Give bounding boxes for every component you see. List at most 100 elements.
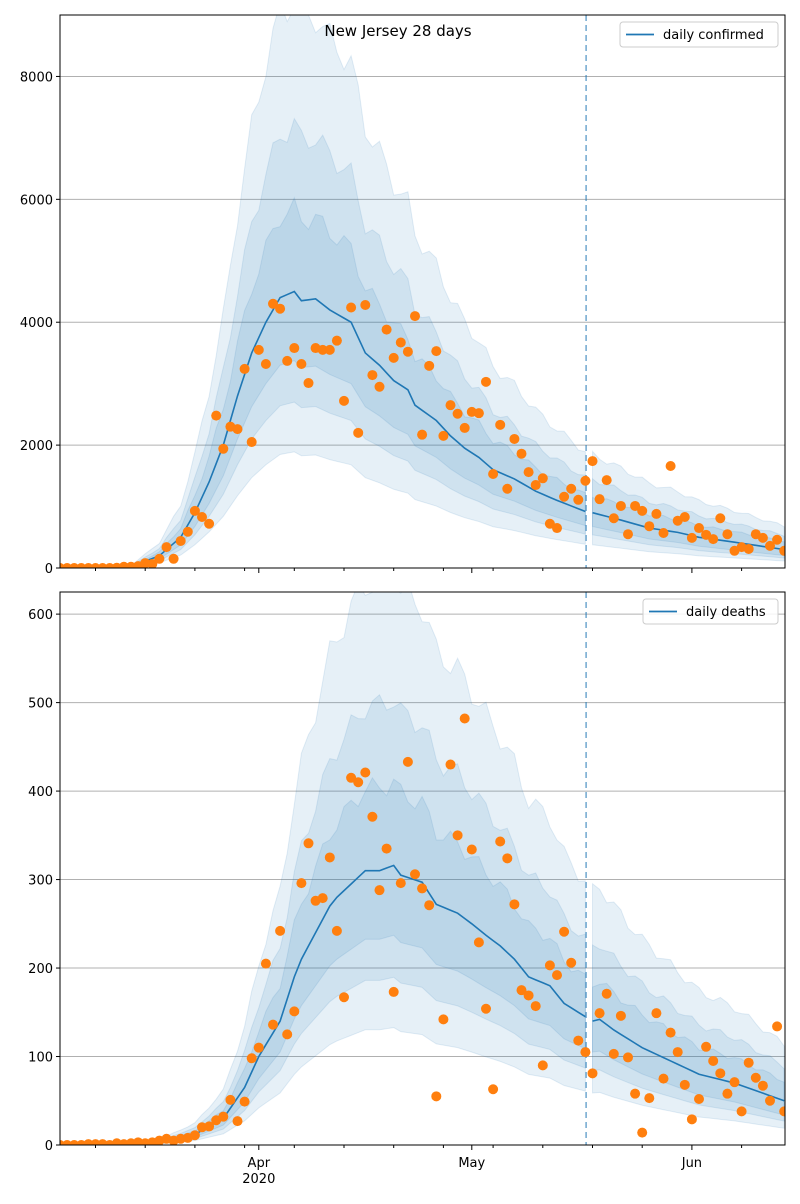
observed-point bbox=[779, 1106, 785, 1117]
observed-point bbox=[346, 302, 357, 313]
x-tick-label: Jun bbox=[681, 1156, 702, 1171]
observed-point bbox=[360, 767, 371, 778]
observed-point bbox=[282, 355, 293, 366]
uncertainty-band bbox=[60, 117, 586, 568]
observed-point bbox=[168, 553, 179, 564]
observed-point bbox=[715, 513, 726, 524]
observed-point bbox=[417, 883, 428, 894]
observed-point bbox=[729, 1077, 740, 1088]
observed-point bbox=[552, 523, 562, 534]
observed-point bbox=[367, 811, 378, 822]
observed-point bbox=[530, 480, 541, 491]
observed-point bbox=[587, 1068, 598, 1079]
observed-point bbox=[289, 343, 300, 354]
legend: daily confirmed bbox=[619, 21, 779, 48]
legend-label: daily confirmed bbox=[663, 28, 764, 43]
observed-point bbox=[651, 1008, 662, 1019]
axes-frame bbox=[59, 14, 786, 569]
observed-point bbox=[395, 337, 406, 348]
observed-point bbox=[708, 534, 719, 545]
observed-point bbox=[757, 532, 768, 543]
observed-point bbox=[772, 1021, 783, 1032]
y-tick-label: 8000 bbox=[20, 70, 53, 85]
observed-point bbox=[296, 359, 307, 370]
observed-point bbox=[275, 303, 286, 314]
observed-point bbox=[466, 844, 477, 855]
observed-point bbox=[317, 344, 328, 355]
uncertainty-band bbox=[592, 882, 785, 1129]
legend-box bbox=[642, 598, 779, 625]
observed-point bbox=[765, 1095, 775, 1106]
observed-point bbox=[431, 346, 442, 357]
observed-point bbox=[516, 448, 527, 459]
observed-point bbox=[559, 491, 570, 502]
observed-point bbox=[488, 1084, 499, 1095]
observed-point bbox=[147, 559, 158, 568]
observed-point bbox=[452, 408, 463, 419]
observed-point bbox=[339, 992, 349, 1003]
observed-point bbox=[473, 937, 484, 948]
observed-point bbox=[594, 494, 605, 505]
observed-point bbox=[686, 532, 697, 543]
observed-point bbox=[502, 483, 513, 494]
chart-title: New Jersey 28 days bbox=[324, 22, 471, 40]
observed-point bbox=[459, 713, 470, 724]
observed-point bbox=[424, 360, 435, 371]
observed-point bbox=[189, 1130, 200, 1141]
observed-point bbox=[644, 1093, 655, 1104]
observed-point bbox=[303, 378, 314, 389]
observed-point bbox=[722, 529, 733, 540]
observed-point bbox=[260, 958, 271, 969]
observed-point bbox=[459, 422, 470, 433]
observed-point bbox=[381, 843, 392, 854]
uncertainty-band bbox=[60, 776, 586, 1145]
observed-point bbox=[211, 410, 222, 421]
observed-point bbox=[289, 1006, 300, 1017]
x-tick-label: Apr bbox=[248, 1156, 271, 1171]
observed-point bbox=[708, 1055, 719, 1066]
observed-point bbox=[580, 475, 591, 486]
observed-point bbox=[175, 535, 186, 546]
observed-point bbox=[608, 1048, 619, 1059]
observed-point bbox=[530, 1001, 541, 1012]
observed-point bbox=[374, 381, 385, 392]
observed-point bbox=[750, 1072, 761, 1083]
y-tick-label: 0 bbox=[45, 562, 53, 577]
observed-point bbox=[601, 988, 612, 999]
observed-point bbox=[736, 1106, 747, 1117]
observed-point bbox=[324, 344, 335, 355]
observed-point bbox=[623, 529, 633, 540]
observed-point bbox=[672, 1047, 683, 1058]
observed-point bbox=[282, 1029, 293, 1040]
observed-point bbox=[182, 526, 193, 537]
observed-point bbox=[580, 1047, 591, 1058]
observed-point bbox=[381, 324, 392, 335]
observed-point bbox=[679, 1079, 690, 1090]
x-tick-label: May bbox=[458, 1156, 485, 1171]
observed-point bbox=[623, 1052, 633, 1063]
observed-point bbox=[402, 346, 413, 357]
observed-point bbox=[523, 467, 534, 478]
observed-point bbox=[253, 1042, 264, 1053]
observed-point bbox=[757, 1080, 768, 1091]
observed-point bbox=[665, 1027, 676, 1038]
observed-point bbox=[743, 543, 754, 554]
observed-point bbox=[438, 430, 449, 441]
observed-point bbox=[232, 1116, 243, 1127]
observed-point bbox=[502, 853, 513, 864]
observed-point bbox=[296, 878, 307, 889]
observed-point bbox=[658, 527, 669, 538]
observed-point bbox=[232, 424, 243, 435]
observed-point bbox=[601, 475, 612, 486]
observed-point bbox=[402, 756, 413, 767]
observed-point bbox=[573, 494, 584, 505]
observed-point bbox=[154, 553, 165, 564]
x-tick-sublabel: 2020 bbox=[242, 1172, 275, 1187]
observed-point bbox=[260, 359, 271, 370]
observed-point bbox=[431, 1091, 442, 1102]
observed-point bbox=[722, 1088, 733, 1099]
observed-point bbox=[772, 534, 783, 545]
observed-point bbox=[268, 1019, 278, 1030]
observed-point bbox=[644, 521, 655, 532]
